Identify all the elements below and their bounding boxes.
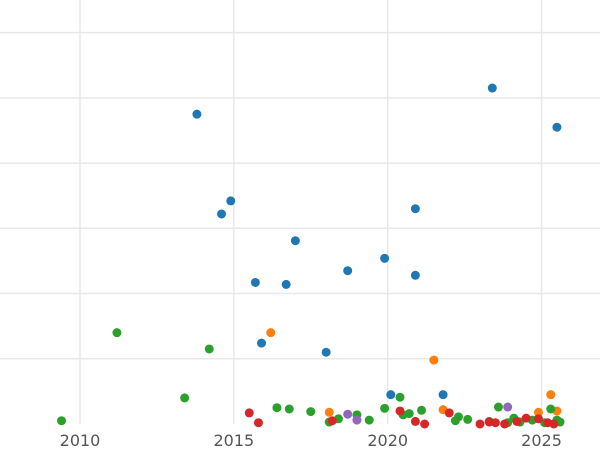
- data-point-series-1: [386, 390, 396, 400]
- data-point-series-4: [533, 414, 543, 424]
- data-point-series-3: [180, 393, 190, 403]
- data-point-series-3: [493, 402, 503, 412]
- data-point-series-2: [429, 355, 439, 365]
- data-point-series-4: [444, 408, 454, 418]
- data-point-series-4: [521, 413, 531, 423]
- data-point-series-1: [281, 279, 291, 289]
- data-point-series-3: [463, 414, 473, 424]
- data-point-series-3: [395, 392, 405, 402]
- data-point-series-1: [192, 109, 202, 119]
- data-point-series-5: [343, 409, 353, 419]
- data-point-series-4: [395, 406, 405, 416]
- x-tick-label: 2010: [60, 431, 101, 450]
- data-point-series-1: [487, 83, 497, 93]
- data-point-series-1: [410, 204, 420, 214]
- data-point-series-4: [549, 419, 559, 429]
- data-point-series-3: [57, 416, 67, 426]
- data-point-series-1: [290, 236, 300, 246]
- data-point-series-4: [327, 416, 337, 426]
- data-point-series-3: [380, 403, 390, 413]
- data-point-series-3: [112, 328, 122, 338]
- data-point-series-1: [410, 270, 420, 280]
- data-point-series-3: [204, 344, 214, 354]
- grid-layer: [0, 0, 600, 424]
- data-point-series-4: [490, 418, 500, 428]
- data-point-series-1: [250, 277, 260, 287]
- data-point-series-3: [453, 412, 463, 422]
- x-tick-label: 2015: [213, 431, 254, 450]
- data-point-series-1: [380, 253, 390, 263]
- data-point-series-4: [244, 408, 254, 418]
- data-point-series-3: [284, 404, 294, 414]
- data-point-series-4: [253, 418, 263, 428]
- points-layer: [57, 83, 565, 429]
- data-point-series-3: [306, 407, 316, 417]
- data-point-series-3: [364, 415, 374, 425]
- data-point-series-4: [420, 419, 430, 429]
- data-point-series-1: [257, 338, 267, 348]
- data-point-series-4: [410, 416, 420, 426]
- data-point-series-5: [503, 402, 513, 412]
- data-point-series-4: [500, 419, 510, 429]
- data-point-series-3: [546, 404, 556, 414]
- data-point-series-2: [324, 407, 334, 417]
- data-point-series-3: [272, 403, 282, 413]
- data-point-series-1: [321, 347, 331, 357]
- data-point-series-4: [475, 419, 485, 429]
- data-point-series-2: [266, 328, 276, 338]
- data-point-series-1: [438, 390, 448, 400]
- data-point-series-5: [352, 415, 362, 425]
- data-point-series-1: [343, 266, 353, 276]
- x-tick-label: 2025: [521, 431, 562, 450]
- data-point-series-1: [552, 122, 562, 132]
- data-point-series-4: [512, 416, 522, 426]
- data-point-series-1: [226, 196, 236, 206]
- x-tick-label: 2020: [367, 431, 408, 450]
- data-point-series-1: [217, 209, 227, 219]
- data-point-series-2: [546, 390, 556, 400]
- x-axis-ticks: 2010 2015 2020 2025: [60, 431, 562, 450]
- data-point-series-3: [417, 405, 427, 415]
- data-point-series-2: [533, 407, 543, 417]
- data-point-series-3: [404, 409, 414, 419]
